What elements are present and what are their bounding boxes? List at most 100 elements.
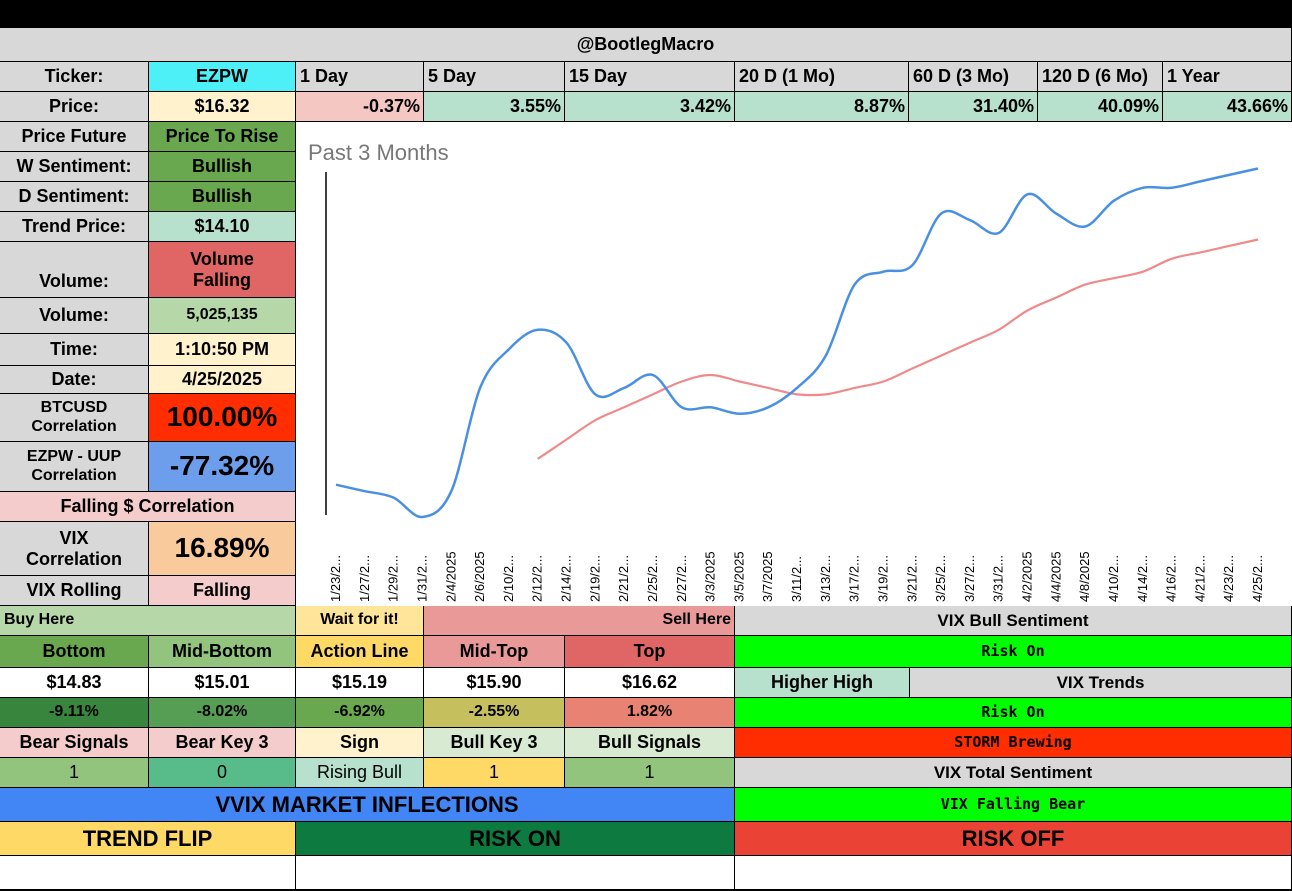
trend-price-value: $14.10 — [149, 212, 296, 242]
price-chart-svg: Past 3 Months 1/23/2... 1/27/2... 1/29/2..… — [308, 140, 1265, 602]
x-tick-label: 3/25/2... — [933, 555, 948, 602]
price-value: $16.32 — [149, 92, 296, 122]
wait-label: Wait for it! — [296, 606, 424, 636]
x-tick-label: 3/7/2025 — [760, 551, 775, 602]
volume-trend-value: Volume Falling — [149, 242, 296, 298]
vvix-inflections-title: VVIX MARKET INFLECTIONS — [0, 788, 735, 822]
sell-here-label: Sell Here — [424, 606, 735, 636]
x-tick-label: 3/19/2... — [875, 555, 890, 602]
volume-label: Volume: — [0, 298, 149, 334]
uup-corr-label: EZPW - UUP Correlation — [0, 442, 149, 492]
price-chart: Past 3 Months 1/23/2... 1/27/2... 1/29/2..… — [296, 122, 1292, 606]
signal-header-bear-signals: Bear Signals — [0, 728, 149, 758]
d-sentiment-label: D Sentiment: — [0, 182, 149, 212]
risk-off-value — [735, 856, 1292, 890]
signal-value-sign: Rising Bull — [296, 758, 424, 788]
vix-higher-high: Higher High — [735, 668, 910, 698]
x-tick-label: 3/21/2... — [904, 555, 919, 602]
x-tick-label: 2/21/2... — [616, 555, 631, 602]
x-tick-label: 4/10/2... — [1106, 555, 1121, 602]
period-15d-label: 15 Day — [565, 62, 735, 92]
btc-corr-label: BTCUSD Correlation — [0, 394, 149, 442]
x-tick-label: 2/25/2... — [645, 555, 660, 602]
signal-value-bear-key-3: 0 — [149, 758, 296, 788]
signal-header-bull-signals: Bull Signals — [565, 728, 735, 758]
level-pct-bottom: -9.11% — [0, 698, 149, 728]
x-tick-label: 3/17/2... — [847, 555, 862, 602]
signal-header-bear-key-3: Bear Key 3 — [149, 728, 296, 758]
x-tick-label: 3/5/2025 — [731, 551, 746, 602]
x-tick-label: 4/4/2025 — [1048, 551, 1063, 602]
change-1d: -0.37% — [296, 92, 424, 122]
change-60d: 31.40% — [909, 92, 1038, 122]
x-tick-label: 4/21/2... — [1192, 555, 1207, 602]
level-header-mid-top: Mid-Top — [424, 636, 565, 668]
trend-price-label: Trend Price: — [0, 212, 149, 242]
x-tick-label: 3/3/2025 — [703, 551, 718, 602]
vix-corr-label: VIX Correlation — [0, 522, 149, 576]
vix-rolling-value: Falling — [149, 576, 296, 606]
volume-trend-label: Volume: — [0, 242, 149, 298]
period-1d-label: 1 Day — [296, 62, 424, 92]
x-tick-label: 3/11/2... — [789, 556, 804, 602]
signal-value-bull-key-3: 1 — [424, 758, 565, 788]
x-tick-label: 4/14/2... — [1135, 555, 1150, 602]
time-value: 1:10:50 PM — [149, 334, 296, 366]
signal-value-bull-signals: 1 — [565, 758, 735, 788]
vix-trends-value: Risk On — [735, 698, 1292, 728]
x-tick-label: 1/27/2... — [357, 555, 372, 602]
change-1y: 43.66% — [1163, 92, 1292, 122]
vix-trends-label: VIX Trends — [910, 668, 1292, 698]
price-future-value: Price To Rise — [149, 122, 296, 152]
x-tick-label: 4/25/2... — [1250, 555, 1265, 602]
price-series-line — [335, 167, 1259, 519]
x-tick-label: 1/23/2... — [328, 555, 343, 602]
signal-header-bull-key-3: Bull Key 3 — [424, 728, 565, 758]
chart-title: Past 3 Months — [308, 140, 449, 165]
ticker-value: EZPW — [149, 62, 296, 92]
x-tick-label: 3/27/2... — [962, 555, 977, 602]
time-label: Time: — [0, 334, 149, 366]
header-title: @BootlegMacro — [0, 28, 1292, 62]
period-20d-label: 20 D (1 Mo) — [735, 62, 909, 92]
vix-corr-value: 16.89% — [149, 522, 296, 576]
level-price-mid-top: $15.90 — [424, 668, 565, 698]
buy-here-label: Buy Here — [0, 606, 296, 636]
signal-value-bear-signals: 1 — [0, 758, 149, 788]
level-price-bottom: $14.83 — [0, 668, 149, 698]
d-sentiment-value: Bullish — [149, 182, 296, 212]
period-1y-label: 1 Year — [1163, 62, 1292, 92]
level-header-action-line: Action Line — [296, 636, 424, 668]
level-price-action-line: $15.19 — [296, 668, 424, 698]
x-tick-label: 4/23/2... — [1221, 555, 1236, 602]
risk-off-label: RISK OFF — [735, 822, 1292, 856]
uup-corr-value: -77.32% — [149, 442, 296, 492]
vix-rolling-label: VIX Rolling — [0, 576, 149, 606]
vix-bull-sentiment-value: Risk On — [735, 636, 1292, 668]
risk-on-value — [296, 856, 735, 890]
x-tick-label: 4/16/2... — [1164, 555, 1179, 602]
change-15d: 3.42% — [565, 92, 735, 122]
falling-dollar-correlation: Falling $ Correlation — [0, 492, 296, 522]
level-pct-action-line: -6.92% — [296, 698, 424, 728]
vix-bull-sentiment-label: VIX Bull Sentiment — [735, 606, 1292, 636]
level-pct-mid-top: -2.55% — [424, 698, 565, 728]
level-pct-top: 1.82% — [565, 698, 735, 728]
x-tick-label: 2/14/2... — [559, 555, 574, 602]
btc-corr-value: 100.00% — [149, 394, 296, 442]
price-label: Price: — [0, 92, 149, 122]
signal-header-sign: Sign — [296, 728, 424, 758]
period-120d-label: 120 D (6 Mo) — [1038, 62, 1163, 92]
x-tick-label: 2/12/2... — [530, 555, 545, 602]
x-tick-label: 2/4/2025 — [443, 551, 458, 602]
vix-total-sentiment-label: VIX Total Sentiment — [735, 758, 1292, 788]
change-5d: 3.55% — [424, 92, 565, 122]
level-price-top: $16.62 — [565, 668, 735, 698]
w-sentiment-value: Bullish — [149, 152, 296, 182]
x-tick-label: 1/29/2... — [386, 555, 401, 602]
x-tick-label: 3/13/2... — [818, 555, 833, 602]
x-tick-label: 2/10/2... — [501, 555, 516, 602]
date-label: Date: — [0, 366, 149, 394]
level-header-bottom: Bottom — [0, 636, 149, 668]
moving-average-line — [537, 238, 1259, 460]
